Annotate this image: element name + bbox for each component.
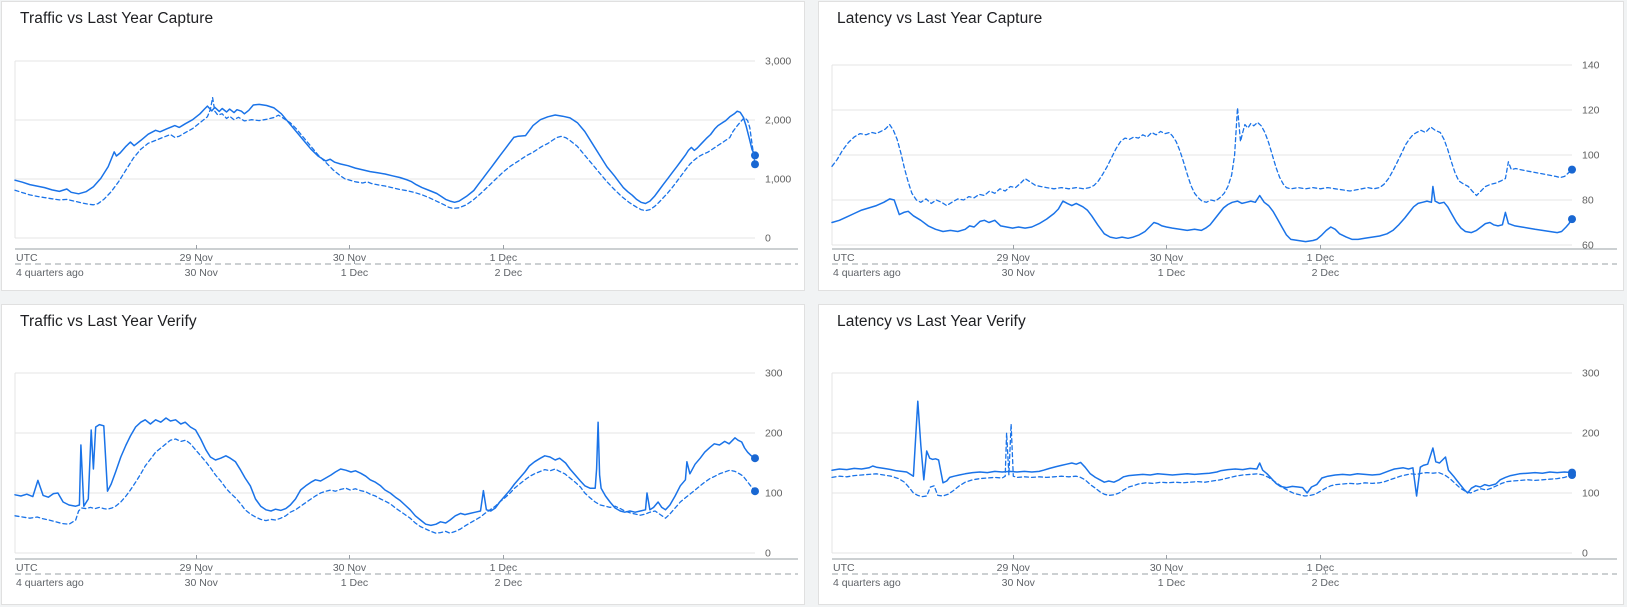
comparison-axis-label: 4 quarters ago <box>16 267 84 279</box>
latency-vs-last-year-verify-last_year-line <box>831 423 1573 498</box>
x-axis-tick-label: 30 Nov <box>1150 252 1184 264</box>
chart-title: Latency vs Last Year Capture <box>837 10 1043 27</box>
x-axis-tick-label: 1 Dec <box>490 562 517 574</box>
x-axis-tick-label: 2 Dec <box>495 577 522 589</box>
comparison-axis-label: 4 quarters ago <box>833 267 901 279</box>
y-axis-label: 0 <box>1582 548 1588 560</box>
latency-verify-chart[interactable]: 300 200 100 0 UTC 29 Nov 30 Nov 1 Dec 4 quarters… <box>819 305 1623 604</box>
latency-vs-last-year-verify-current-line <box>831 400 1573 497</box>
traffic-capture-chart[interactable]: 3,000 2,000 1,000 0 UTC 29 Nov 30 Nov 1 Dec 4 qu… <box>2 2 804 290</box>
latency-vs-last-year-capture-current-line <box>831 185 1573 243</box>
chart-title: Traffic vs Last Year Verify <box>20 313 197 330</box>
latency-vs-last-year-capture-last_year-end-dot <box>1568 165 1576 174</box>
traffic-vs-last-year-verify-current-end-dot <box>751 454 759 463</box>
x-axis-tick-label: 29 Nov <box>997 252 1031 264</box>
utc-axis-label: UTC <box>833 562 855 574</box>
y-axis-label: 0 <box>765 548 771 560</box>
x-axis-tick-label: 1 Dec <box>1158 577 1185 589</box>
traffic-vs-last-year-verify-last_year-line <box>14 438 756 534</box>
latency-vs-last-year-capture-svg[interactable]: 140 120 100 80 60 UTC 29 Nov 30 Nov 1 Dec 4 quart… <box>819 2 1623 290</box>
y-axis-label: 80 <box>1582 195 1594 207</box>
comparison-axis-label: 4 quarters ago <box>16 577 84 589</box>
y-axis-label: 200 <box>765 428 783 440</box>
traffic-verify-chart[interactable]: 300 200 100 0 UTC 29 Nov 30 Nov 1 Dec 4 quarters… <box>2 305 804 604</box>
x-axis-tick-label: 1 Dec <box>341 577 368 589</box>
panel-latency-vs-last-year-verify: Latency vs Last Year Verify 300 200 100 0 UT… <box>818 304 1624 605</box>
y-axis-label: 60 <box>1582 240 1594 252</box>
x-axis-tick-label: 30 Nov <box>1002 577 1036 589</box>
chart-title: Traffic vs Last Year Capture <box>20 10 214 27</box>
latency-vs-last-year-verify-svg[interactable]: 300 200 100 0 UTC 29 Nov 30 Nov 1 Dec 4 quarters… <box>819 305 1623 604</box>
panel-latency-vs-last-year-capture: Latency vs Last Year Capture 140 120 100 80… <box>818 1 1624 291</box>
utc-axis-label: UTC <box>16 252 38 264</box>
x-axis-tick-label: 1 Dec <box>1307 562 1334 574</box>
traffic-vs-last-year-capture-current-line <box>14 103 756 205</box>
y-axis-label: 2,000 <box>765 115 791 127</box>
x-axis-tick-label: 2 Dec <box>1312 577 1339 589</box>
traffic-vs-last-year-capture-last_year-end-dot <box>751 160 759 169</box>
traffic-vs-last-year-capture-last_year-line <box>14 96 756 212</box>
traffic-vs-last-year-capture-current-end-dot <box>751 151 759 160</box>
x-axis-tick-label: 29 Nov <box>997 562 1031 574</box>
x-axis-tick-label: 30 Nov <box>333 252 367 264</box>
comparison-axis-label: 4 quarters ago <box>833 577 901 589</box>
x-axis-tick-label: 30 Nov <box>1002 267 1036 279</box>
latency-vs-last-year-capture-current-end-dot <box>1568 215 1576 224</box>
x-axis-tick-label: 29 Nov <box>180 562 214 574</box>
latency-capture-chart[interactable]: 140 120 100 80 60 UTC 29 Nov 30 Nov 1 Dec 4 quart… <box>819 2 1623 290</box>
x-axis-tick-label: 30 Nov <box>185 267 219 279</box>
y-axis-label: 100 <box>1582 488 1600 500</box>
x-axis-tick-label: 30 Nov <box>185 577 219 589</box>
utc-axis-label: UTC <box>16 562 38 574</box>
traffic-vs-last-year-verify-last_year-end-dot <box>751 487 759 496</box>
panel-traffic-vs-last-year-capture: Traffic vs Last Year Capture 3,000 2,000 1… <box>1 1 805 291</box>
traffic-vs-last-year-verify-current-line <box>14 417 756 527</box>
x-axis-tick-label: 1 Dec <box>490 252 517 264</box>
y-axis-label: 100 <box>765 488 783 500</box>
x-axis-tick-label: 2 Dec <box>495 267 522 279</box>
x-axis-tick-label: 2 Dec <box>1312 267 1339 279</box>
x-axis-tick-label: 1 Dec <box>1307 252 1334 264</box>
x-axis-tick-label: 30 Nov <box>333 562 367 574</box>
x-axis-tick-label: 30 Nov <box>1150 562 1184 574</box>
x-axis-tick-label: 1 Dec <box>1158 267 1185 279</box>
y-axis-label: 3,000 <box>765 56 791 68</box>
latency-vs-last-year-verify-last_year-end-dot <box>1568 471 1576 479</box>
y-axis-label: 1,000 <box>765 174 791 186</box>
traffic-vs-last-year-capture-svg[interactable]: 3,000 2,000 1,000 0 UTC 29 Nov 30 Nov 1 Dec 4 qu… <box>2 2 804 290</box>
chart-title: Latency vs Last Year Verify <box>837 313 1026 330</box>
y-axis-label: 100 <box>1582 150 1600 162</box>
y-axis-label: 300 <box>1582 368 1600 380</box>
x-axis-tick-label: 29 Nov <box>180 252 214 264</box>
traffic-vs-last-year-verify-svg[interactable]: 300 200 100 0 UTC 29 Nov 30 Nov 1 Dec 4 quarters… <box>2 305 804 604</box>
utc-axis-label: UTC <box>833 252 855 264</box>
y-axis-label: 120 <box>1582 105 1600 117</box>
y-axis-label: 300 <box>765 368 783 380</box>
latency-vs-last-year-capture-last_year-line <box>831 107 1573 207</box>
y-axis-label: 140 <box>1582 60 1600 72</box>
y-axis-label: 200 <box>1582 428 1600 440</box>
x-axis-tick-label: 1 Dec <box>341 267 368 279</box>
panel-traffic-vs-last-year-verify: Traffic vs Last Year Verify 300 200 100 0 UT… <box>1 304 805 605</box>
y-axis-label: 0 <box>765 233 771 245</box>
